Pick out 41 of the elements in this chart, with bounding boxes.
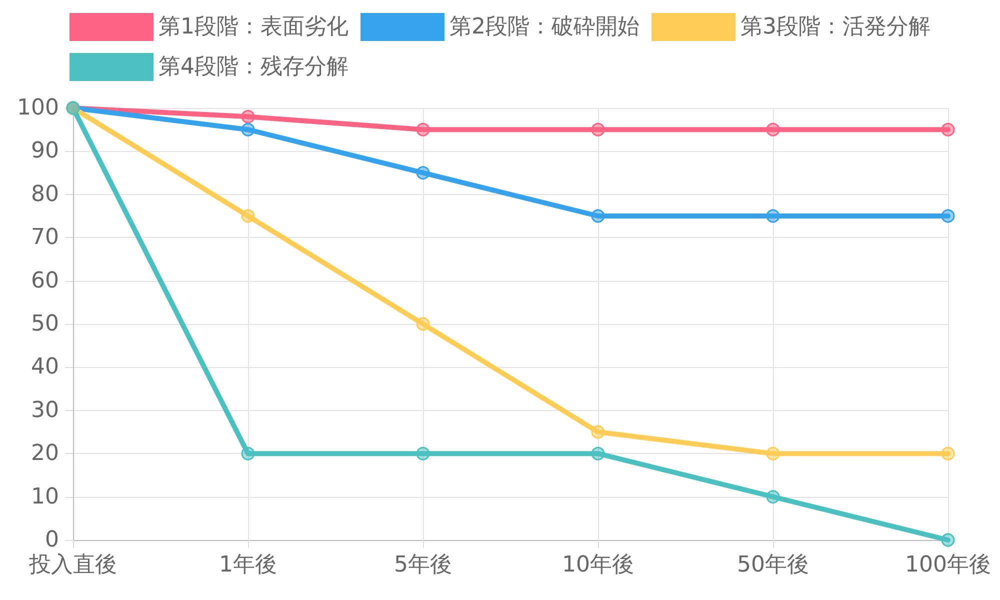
point bbox=[766, 446, 780, 460]
point bbox=[241, 122, 255, 136]
point bbox=[941, 209, 955, 223]
point bbox=[591, 446, 605, 460]
y-tick-label: 90 bbox=[31, 138, 59, 164]
point bbox=[416, 317, 430, 331]
y-tick-label: 50 bbox=[31, 312, 59, 336]
point bbox=[416, 166, 430, 180]
y-tick-label: 10 bbox=[31, 484, 59, 510]
point bbox=[241, 446, 255, 460]
y-tick-label: 20 bbox=[31, 441, 59, 466]
x-tick-label: 10年後 bbox=[562, 552, 634, 578]
x-tick-label: 5年後 bbox=[394, 552, 452, 578]
point bbox=[941, 122, 955, 136]
point bbox=[416, 446, 430, 460]
x-tick-label: 100年後 bbox=[905, 552, 991, 578]
point bbox=[941, 446, 955, 460]
legend-label: 第1段階：表面劣化 bbox=[158, 14, 349, 40]
legend-label: 第4段階：残存分解 bbox=[158, 54, 349, 80]
point bbox=[591, 209, 605, 223]
x-tick-label: 1年後 bbox=[219, 552, 277, 578]
x-tick-label: 投入直後 bbox=[28, 552, 117, 578]
y-tick-label: 0 bbox=[45, 528, 59, 552]
y-tick-label: 80 bbox=[31, 182, 59, 207]
y-tick-label: 70 bbox=[31, 225, 59, 250]
x-tick-label: 50年後 bbox=[737, 552, 809, 578]
y-tick-label: 40 bbox=[31, 354, 59, 380]
y-tick-label: 100 bbox=[17, 96, 59, 120]
y-tick-label: 60 bbox=[31, 268, 59, 294]
point bbox=[766, 490, 780, 504]
point bbox=[591, 122, 605, 136]
y-tick-label: 30 bbox=[31, 398, 59, 423]
legend-label: 第3段階：活発分解 bbox=[740, 14, 930, 40]
point bbox=[766, 122, 780, 136]
point bbox=[941, 533, 955, 547]
legend-label: 第2段階：破砕開始 bbox=[450, 14, 640, 40]
point bbox=[416, 122, 430, 136]
point bbox=[241, 209, 255, 223]
point bbox=[591, 425, 605, 439]
point bbox=[241, 110, 255, 124]
point bbox=[766, 209, 780, 223]
